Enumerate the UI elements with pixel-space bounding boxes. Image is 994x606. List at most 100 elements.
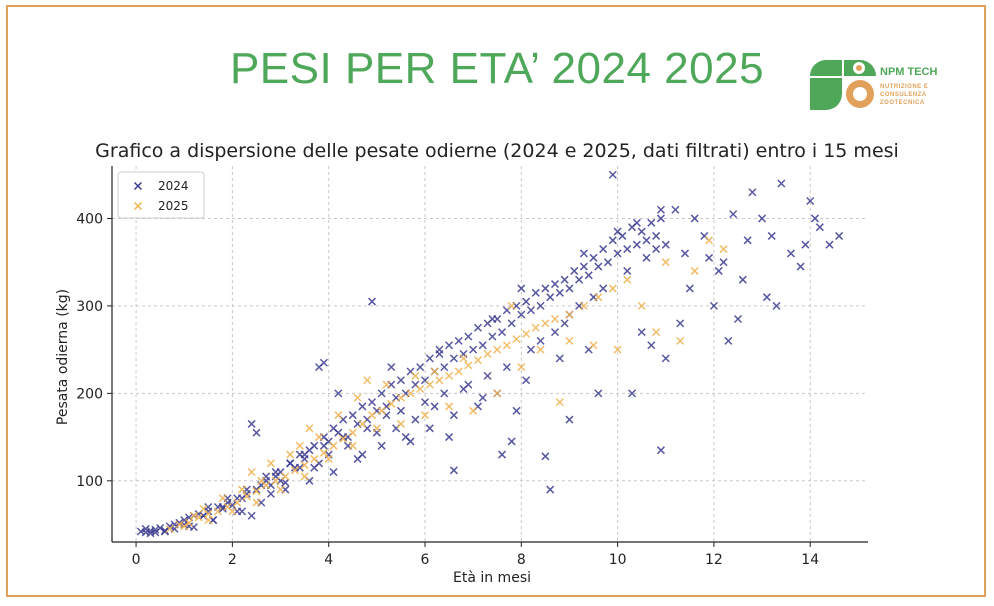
- data-point-2024: [464, 380, 473, 389]
- legend-marker: [133, 201, 143, 211]
- data-point-2024: [767, 231, 776, 240]
- data-point-2025: [233, 498, 242, 507]
- data-point-2025: [228, 507, 237, 516]
- data-point-2024: [531, 288, 540, 297]
- data-point-2025: [676, 336, 685, 345]
- data-point-2025: [690, 266, 699, 275]
- x-tick-label: 2: [228, 552, 237, 568]
- data-point-2024: [146, 526, 155, 535]
- y-axis-label: Pesata odierna (kg): [55, 289, 71, 425]
- data-point-2025: [189, 511, 198, 520]
- data-point-2025: [623, 275, 632, 284]
- data-point-2024: [594, 262, 603, 271]
- data-point-2024: [387, 363, 396, 372]
- data-point-2024: [811, 214, 820, 223]
- y-tick-label: 100: [76, 474, 103, 490]
- data-point-2025: [286, 450, 295, 459]
- data-point-2024: [502, 363, 511, 372]
- data-point-2024: [334, 389, 343, 398]
- data-point-2024: [647, 341, 656, 350]
- data-point-2025: [464, 361, 473, 370]
- data-point-2025: [237, 485, 247, 494]
- data-point-2024: [526, 306, 535, 315]
- data-point-2025: [165, 524, 174, 533]
- data-point-2025: [334, 411, 343, 420]
- x-tick-label: 4: [324, 552, 333, 568]
- data-point-2024: [560, 319, 569, 328]
- data-point-2025: [637, 301, 646, 310]
- data-point-2025: [204, 516, 213, 525]
- data-point-2024: [623, 245, 632, 254]
- data-point-2025: [459, 354, 468, 363]
- data-point-2024: [555, 354, 564, 363]
- data-point-2024: [613, 227, 622, 236]
- data-point-2025: [493, 345, 502, 354]
- data-point-2024: [430, 402, 439, 411]
- data-point-2024: [160, 527, 169, 536]
- x-tick-label: 14: [801, 552, 819, 568]
- data-points: [136, 170, 844, 538]
- data-point-2025: [493, 389, 502, 398]
- four-leaf-logo-icon: [810, 60, 876, 110]
- y-tick-label: 200: [76, 386, 103, 402]
- data-point-2025: [445, 402, 454, 411]
- data-point-2024: [286, 459, 295, 468]
- data-point-2025: [396, 419, 405, 428]
- data-point-2024: [541, 452, 550, 461]
- data-point-2025: [608, 284, 617, 293]
- data-point-2025: [252, 487, 261, 496]
- data-point-2024: [806, 196, 815, 206]
- data-point-2025: [353, 393, 362, 402]
- data-point-2024: [329, 468, 338, 477]
- data-point-2025: [425, 380, 434, 389]
- tick-labels: 0 2 4 6 8 10 12 14 100 200 300 400: [76, 211, 819, 568]
- data-point-2025: [411, 371, 420, 380]
- data-point-2024: [247, 511, 256, 520]
- data-point-2025: [242, 492, 251, 501]
- data-point-2025: [430, 367, 439, 376]
- data-point-2025: [396, 393, 405, 402]
- data-point-2025: [247, 468, 256, 477]
- data-point-2024: [714, 266, 723, 275]
- data-point-2024: [815, 223, 824, 232]
- data-point-2024: [608, 236, 617, 245]
- data-point-2024: [310, 463, 319, 472]
- data-point-2024: [281, 478, 290, 487]
- data-point-2024: [416, 363, 425, 372]
- data-point-2025: [565, 310, 574, 319]
- data-point-2024: [522, 376, 531, 385]
- x-tick-label: 10: [609, 552, 627, 568]
- axes: [107, 166, 868, 547]
- data-point-2025: [550, 314, 560, 324]
- data-point-2024: [488, 314, 497, 324]
- data-point-2025: [271, 476, 280, 485]
- data-point-2024: [656, 446, 665, 455]
- data-point-2024: [642, 253, 651, 262]
- data-point-2025: [652, 328, 661, 337]
- data-point-2024: [550, 280, 560, 289]
- legend-label: 2024: [158, 179, 189, 193]
- data-point-2024: [271, 468, 280, 477]
- y-tick-label: 400: [76, 211, 103, 227]
- data-point-2024: [473, 323, 482, 332]
- data-point-2024: [632, 240, 641, 249]
- data-point-2025: [522, 329, 531, 338]
- data-point-2024: [690, 214, 699, 223]
- grid: [112, 166, 868, 542]
- data-point-2025: [589, 341, 598, 350]
- data-point-2025: [377, 406, 386, 415]
- data-point-2024: [478, 341, 487, 350]
- x-tick-label: 8: [517, 552, 526, 568]
- data-point-2024: [522, 297, 531, 306]
- data-point-2024: [685, 284, 694, 293]
- data-point-2025: [705, 236, 714, 245]
- data-point-2024: [445, 341, 454, 350]
- data-point-2024: [603, 258, 613, 267]
- data-point-2024: [632, 218, 641, 227]
- data-point-2025: [469, 406, 478, 415]
- data-point-2024: [367, 398, 377, 407]
- legend: 2024 2025: [117, 171, 205, 219]
- data-point-2024: [507, 319, 516, 328]
- data-point-2024: [425, 424, 434, 433]
- chart-title: Grafico a dispersione delle pesate odier…: [95, 140, 899, 162]
